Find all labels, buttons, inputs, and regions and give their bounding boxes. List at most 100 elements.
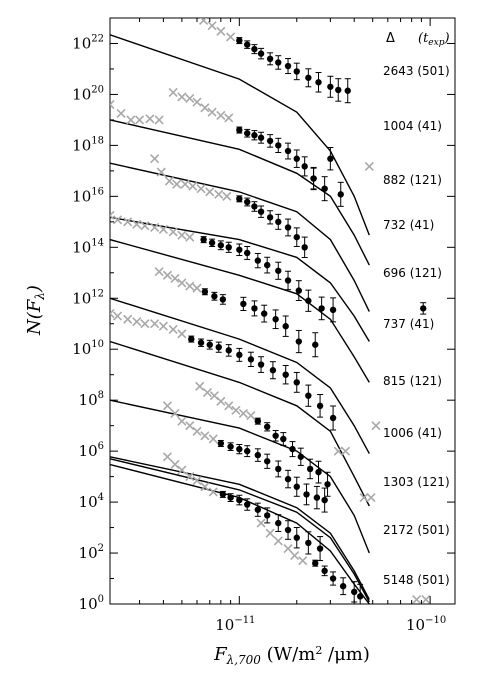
model-curve bbox=[110, 399, 370, 554]
legend-texp-open: (t bbox=[418, 31, 429, 46]
y-tick-label: 108 bbox=[79, 390, 104, 409]
x-tick-label: 10−11 bbox=[215, 615, 255, 634]
dot-marker bbox=[225, 344, 232, 357]
dot-marker bbox=[284, 218, 292, 237]
dot-marker bbox=[282, 364, 289, 385]
cross-marker bbox=[196, 184, 206, 194]
cross-marker bbox=[170, 408, 180, 419]
y-tick-label: 100 bbox=[79, 594, 104, 613]
dot-marker bbox=[306, 458, 314, 480]
dot-marker bbox=[315, 72, 322, 93]
model-curve bbox=[110, 456, 370, 600]
cross-marker bbox=[185, 93, 195, 103]
y-tick-label: 1010 bbox=[72, 339, 104, 358]
x-tick-exponent: −11 bbox=[234, 615, 255, 626]
dot-marker bbox=[201, 288, 209, 296]
model-curve bbox=[110, 297, 370, 454]
y-tick-base: 10 bbox=[79, 544, 98, 562]
cross-marker bbox=[177, 230, 187, 240]
dot-marker bbox=[329, 571, 337, 586]
dot-marker bbox=[275, 137, 282, 153]
dot-marker bbox=[244, 498, 251, 511]
dot-marker bbox=[321, 565, 328, 577]
cross-marker bbox=[216, 110, 226, 120]
dot-marker bbox=[264, 422, 271, 432]
model-curve bbox=[110, 216, 370, 342]
y-tick-base: 10 bbox=[79, 595, 98, 613]
dot-marker bbox=[293, 227, 300, 247]
y-tick-label: 104 bbox=[79, 492, 104, 511]
cross-marker bbox=[112, 311, 123, 321]
cross-marker bbox=[172, 179, 182, 189]
dot-marker bbox=[236, 195, 243, 203]
dot-marker bbox=[329, 297, 337, 323]
cross-marker bbox=[158, 321, 168, 331]
cross-marker bbox=[216, 26, 226, 36]
x-tick-base: 10 bbox=[406, 616, 425, 634]
cross-marker bbox=[168, 227, 178, 237]
dot-marker bbox=[217, 439, 225, 447]
y-axis-label: N(Fλ) bbox=[24, 285, 47, 336]
cross-marker bbox=[205, 187, 215, 197]
dot-marker bbox=[316, 394, 324, 418]
row-labels: 2643 (501) 1004 (41) 882 (121) 732 (41) 696 … bbox=[383, 64, 450, 587]
cross-marker bbox=[170, 459, 180, 470]
x-axis-label-main: F bbox=[213, 644, 228, 665]
y-tick-base: 10 bbox=[72, 238, 91, 256]
dot-marker bbox=[254, 417, 262, 425]
dot-marker bbox=[335, 78, 342, 102]
cross-marker bbox=[168, 87, 178, 97]
cross-marker bbox=[162, 401, 173, 411]
y-tick-exponent: 10 bbox=[91, 339, 104, 350]
y-tick-label: 1016 bbox=[72, 186, 104, 205]
cross-marker bbox=[366, 493, 376, 503]
dot-marker bbox=[295, 329, 303, 354]
dot-marker bbox=[217, 240, 225, 251]
model-curve bbox=[110, 340, 370, 507]
gray-cross-markers bbox=[110, 18, 431, 604]
cross-marker bbox=[359, 493, 369, 503]
cross-marker bbox=[154, 115, 164, 125]
y-tick-label: 1012 bbox=[72, 288, 104, 307]
dot-marker bbox=[266, 210, 274, 225]
y-tick-base: 10 bbox=[72, 340, 91, 358]
dot-marker bbox=[269, 361, 277, 380]
y-tick-base: 10 bbox=[72, 34, 91, 52]
cross-marker bbox=[226, 32, 236, 42]
cross-marker bbox=[185, 472, 195, 482]
cross-marker bbox=[112, 215, 123, 225]
x-axis-label-units-sup: 2 bbox=[315, 644, 322, 657]
row-label: 2643 (501) bbox=[383, 64, 450, 78]
dot-marker bbox=[280, 432, 287, 446]
row-label: 696 (121) bbox=[383, 266, 442, 280]
dot-marker bbox=[272, 430, 279, 442]
dot-marker bbox=[420, 302, 427, 315]
cross-marker bbox=[185, 281, 195, 291]
dot-marker bbox=[272, 309, 279, 330]
dot-marker bbox=[264, 507, 271, 524]
cross-marker bbox=[110, 100, 115, 110]
dot-marker bbox=[339, 577, 347, 596]
cross-marker bbox=[200, 431, 210, 441]
dot-marker bbox=[321, 487, 328, 513]
dot-marker bbox=[257, 47, 265, 60]
cross-marker bbox=[207, 21, 217, 31]
cross-marker bbox=[185, 421, 195, 431]
dot-marker bbox=[257, 356, 265, 373]
dot-marker bbox=[215, 341, 222, 353]
y-tick-exponent: 12 bbox=[91, 288, 104, 299]
cross-marker bbox=[110, 210, 115, 220]
dot-marker bbox=[293, 62, 300, 81]
cross-marker bbox=[371, 421, 381, 431]
cross-marker bbox=[164, 176, 174, 186]
dot-marker bbox=[225, 241, 232, 253]
cross-marker bbox=[273, 536, 283, 546]
dot-marker bbox=[284, 142, 292, 160]
legend-header: Δ (texp) bbox=[386, 31, 450, 48]
dot-marker bbox=[208, 238, 216, 248]
cross-marker bbox=[150, 319, 160, 329]
y-axis-label-end: ) bbox=[24, 285, 45, 293]
y-tick-base: 10 bbox=[79, 391, 98, 409]
dot-marker bbox=[275, 460, 282, 478]
cross-marker bbox=[162, 452, 173, 462]
